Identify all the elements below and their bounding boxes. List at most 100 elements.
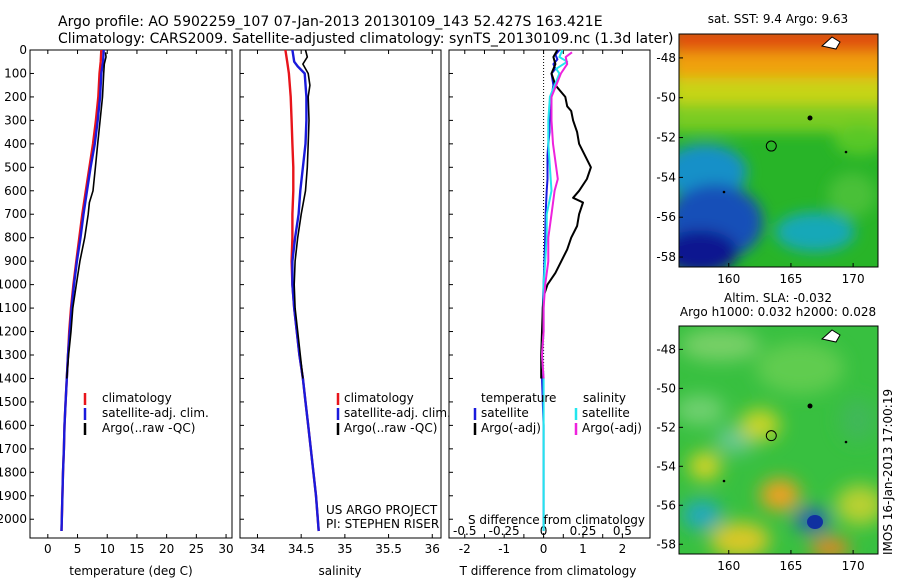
salinity-legend: climatology satellite-adj. clim. Argo(..… (336, 391, 451, 435)
temperature-panel-frame (29, 49, 233, 539)
x-tick-label: 25 (189, 542, 204, 556)
x-tick-label: 15 (129, 542, 144, 556)
legend-label-s-satellite: satellite (582, 406, 630, 420)
difference-profile-plot: -2 -1 0 1 2-0.5 -0.25 0 0.25 0.5 (449, 49, 632, 556)
x-tick-label: 10 (100, 542, 115, 556)
legend-label-climatology: climatology (102, 391, 172, 405)
island-shape (820, 329, 841, 343)
y-tick-label: -56 (656, 210, 676, 224)
x-tick-label: 35.5 (375, 542, 402, 556)
series-line-salinity-argo-adj- (541, 51, 573, 379)
x-tick-label: 20 (159, 542, 174, 556)
y-tick-label: -52 (656, 131, 676, 145)
y-tick-label: 1400 (0, 371, 27, 385)
y-tick-label: -52 (656, 420, 676, 434)
temperature-x-axis-label: temperature (deg C) (69, 564, 192, 578)
y-tick-label: -58 (656, 250, 676, 264)
y-tick-label: 500 (4, 160, 27, 174)
x-tick-label: 36 (425, 542, 440, 556)
legend-heading-temperature: temperature (481, 391, 556, 405)
legend-label-argo: Argo(..raw -QC) (344, 421, 437, 435)
y-tick-label: -50 (656, 381, 676, 395)
legend-label-t-argo: Argo(-adj) (481, 421, 541, 435)
y-tick-label: -54 (656, 170, 676, 184)
legend-label-t-satellite: satellite (481, 406, 529, 420)
credit-line-1: US ARGO PROJECT (326, 503, 438, 517)
island-dot (844, 150, 848, 154)
series-line-satellite-adj-clim- (60, 49, 105, 532)
x-tick-label: 1 (579, 542, 587, 556)
credit-line-2: PI: STEPHEN RISER (326, 517, 439, 531)
salinity-profile-plot: 34 34.5 35 35.5 36 (240, 49, 440, 556)
s-difference-axis-label: S difference from climatology (468, 513, 645, 527)
sst-map-frame (678, 33, 879, 268)
s-tick-label: -0.25 (489, 524, 520, 538)
x-tick-label: -2 (459, 542, 471, 556)
y-tick-label: 2000 (0, 512, 27, 526)
y-tick-label: 1500 (0, 395, 27, 409)
y-tick-label: 100 (4, 66, 27, 80)
y-tick-label: -54 (656, 459, 676, 473)
x-tick-label: 165 (779, 559, 802, 573)
x-tick-label: 160 (717, 272, 740, 286)
y-tick-label: 300 (4, 113, 27, 127)
s-tick-label: -0.5 (453, 524, 476, 538)
y-tick-label: 800 (4, 231, 27, 245)
y-tick-label: -48 (656, 342, 676, 356)
x-tick-label: 170 (842, 559, 865, 573)
island-dot (722, 190, 726, 194)
island-dot (722, 479, 726, 483)
difference-legend: temperature satellite Argo(-adj) salinit… (473, 391, 642, 435)
x-tick-label: 160 (717, 559, 740, 573)
x-tick-label: 30 (218, 542, 233, 556)
sst-map-axes: 160 165 170 -48 -50 -52 -54 -56 -58 (656, 51, 864, 286)
t-difference-axis-label: T difference from climatology (459, 564, 637, 578)
legend-label-argo: Argo(..raw -QC) (102, 421, 195, 435)
island-shape (820, 36, 841, 50)
legend-label-climatology: climatology (344, 391, 414, 405)
x-tick-label: 170 (842, 272, 865, 286)
y-tick-label: -56 (656, 498, 676, 512)
sst-map-title: sat. SST: 9.4 Argo: 9.63 (708, 12, 848, 26)
island-dot (807, 403, 813, 409)
header-line-2: Climatology: CARS2009. Satellite-adjuste… (58, 31, 673, 47)
y-tick-label: 1900 (0, 489, 27, 503)
x-tick-label: -1 (498, 542, 510, 556)
temperature-profile-plot: 0 5 10 15 20 25 300100200300400500600700800900… (0, 43, 234, 556)
y-tick-label: 1700 (0, 442, 27, 456)
y-tick-label: 600 (4, 184, 27, 198)
s-tick-label: 0.25 (570, 524, 597, 538)
y-tick-label: 0 (19, 43, 27, 57)
legend-heading-salinity: salinity (583, 391, 626, 405)
temperature-legend: climatology satellite-adj. clim. Argo(..… (83, 391, 209, 435)
y-tick-label: 1200 (0, 325, 27, 339)
legend-label-s-argo: Argo(-adj) (582, 421, 642, 435)
series-line-climatology (60, 49, 103, 532)
sst-map (679, 34, 878, 267)
series-line-argo-raw-qc- (293, 49, 311, 379)
y-tick-label: 1300 (0, 348, 27, 362)
y-tick-label: 1800 (0, 465, 27, 479)
sla-map-title-line-2: Argo h1000: 0.032 h2000: 0.028 (680, 305, 876, 319)
x-tick-label: 35 (337, 542, 352, 556)
sla-map-title-line-1: Altim. SLA: -0.032 (724, 291, 832, 305)
x-tick-label: 165 (779, 272, 802, 286)
series-line-climatology (284, 49, 320, 532)
x-tick-label: 0 (540, 542, 548, 556)
y-tick-label: 200 (4, 90, 27, 104)
header-line-1: Argo profile: AO 5902259_107 07-Jan-2013… (58, 14, 603, 30)
island-dot (807, 115, 813, 121)
sla-low-anomaly (807, 515, 823, 529)
timestamp-watermark: IMOS 16-Jan-2013 17:00:19 (881, 389, 895, 555)
sla-map-frame (678, 325, 879, 555)
y-tick-label: 1100 (0, 301, 27, 315)
y-tick-label: 400 (4, 137, 27, 151)
y-tick-label: -48 (656, 51, 676, 65)
x-tick-label: 0 (44, 542, 52, 556)
series-line-temperature-argo-adj- (540, 49, 592, 379)
y-tick-label: 700 (4, 207, 27, 221)
y-tick-label: -58 (656, 537, 676, 551)
s-tick-label: 0.5 (613, 524, 632, 538)
series-line-argo-raw-qc- (66, 52, 107, 379)
